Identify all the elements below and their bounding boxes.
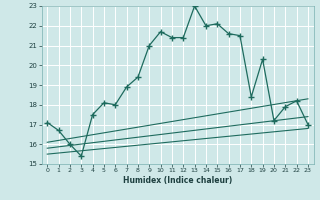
X-axis label: Humidex (Indice chaleur): Humidex (Indice chaleur) [123, 176, 232, 185]
